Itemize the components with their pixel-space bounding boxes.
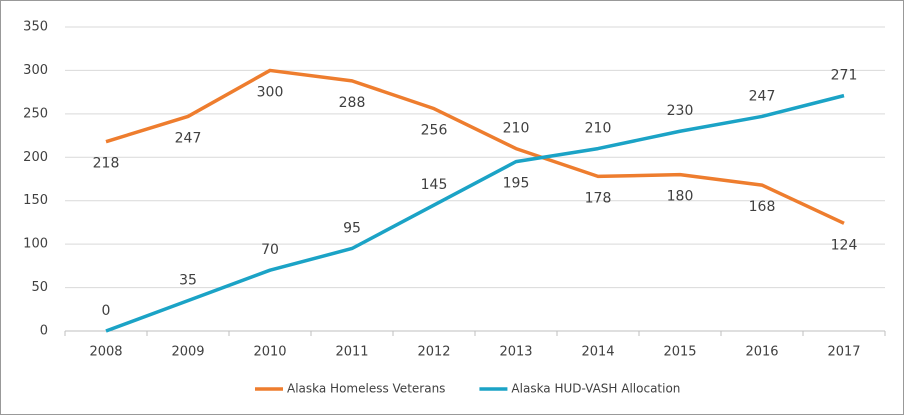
data-label: 247 — [749, 88, 776, 104]
x-tick-label: 2016 — [745, 345, 778, 360]
x-tick-label: 2014 — [581, 345, 614, 360]
x-tick-label: 2010 — [253, 345, 286, 360]
data-label: 178 — [585, 190, 612, 206]
y-tick-label: 50 — [31, 280, 48, 295]
y-tick-label: 100 — [23, 237, 48, 252]
data-label: 247 — [175, 130, 202, 146]
series-line — [105, 93, 845, 333]
series-line — [105, 68, 845, 225]
data-label: 168 — [749, 199, 776, 215]
x-tick-label: 2013 — [499, 345, 532, 360]
data-label: 35 — [179, 273, 197, 289]
data-label: 271 — [831, 68, 858, 84]
data-label: 210 — [585, 121, 612, 137]
data-label: 300 — [257, 84, 284, 100]
data-label: 288 — [339, 95, 366, 111]
data-label: 180 — [667, 189, 694, 205]
data-label: 145 — [421, 177, 448, 193]
y-tick-label: 350 — [23, 20, 48, 35]
data-label: 70 — [261, 242, 279, 258]
data-label: 124 — [831, 237, 858, 253]
data-label: 256 — [421, 123, 448, 139]
x-tick-label: 2017 — [827, 345, 860, 360]
x-tick-label: 2011 — [335, 345, 368, 360]
x-tick-label: 2012 — [417, 345, 450, 360]
y-tick-label: 300 — [23, 63, 48, 78]
data-label: 95 — [343, 220, 361, 236]
y-tick-label: 0 — [40, 324, 48, 339]
y-tick-label: 250 — [23, 106, 48, 121]
y-tick-label: 150 — [23, 193, 48, 208]
x-tick-label: 2008 — [89, 345, 122, 360]
legend-label: Alaska HUD-VASH Allocation — [511, 382, 680, 396]
data-label: 195 — [503, 176, 530, 192]
x-tick-label: 2015 — [663, 345, 696, 360]
x-tick-label: 2009 — [171, 345, 204, 360]
data-label: 218 — [93, 156, 120, 172]
legend-label: Alaska Homeless Veterans — [287, 382, 445, 396]
y-tick-label: 200 — [23, 150, 48, 165]
data-label: 210 — [503, 121, 530, 137]
data-label: 0 — [102, 303, 111, 319]
data-label: 230 — [667, 103, 694, 119]
